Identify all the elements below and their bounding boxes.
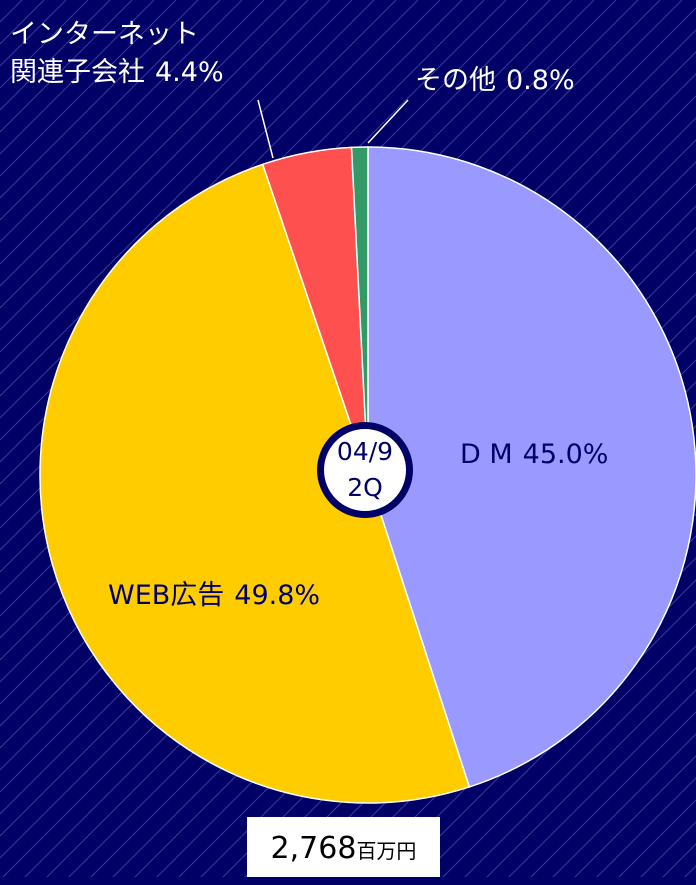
slice-label: インターネット 関連子会社 4.4% (10, 16, 224, 92)
center-label: 04/9 2Q (317, 422, 413, 518)
slice-label: その他 0.8% (415, 62, 575, 100)
slice-label: WEB広告 49.8% (108, 577, 320, 615)
category-label: その他 (415, 65, 496, 96)
pie-slice (350, 146, 369, 476)
total-box: 2,768百万円 (247, 817, 440, 877)
pie-slice (39, 163, 471, 804)
pie (39, 146, 696, 804)
value-label: 49.8% (234, 580, 321, 611)
pie-slice (367, 146, 696, 788)
category-label: WEB広告 (108, 580, 225, 611)
category-label: D M (460, 439, 513, 470)
value-label: 45.0% (522, 439, 609, 470)
total-unit: 百万円 (356, 839, 417, 863)
total-value: 2,768 (270, 831, 357, 866)
value-label: 4.4% (155, 57, 224, 88)
leader-line (367, 99, 409, 144)
slice-label: D M 45.0% (460, 436, 608, 474)
value-label: 0.8% (506, 65, 575, 96)
leader-line (257, 99, 274, 159)
category-label: インターネット 関連子会社 (10, 19, 199, 88)
